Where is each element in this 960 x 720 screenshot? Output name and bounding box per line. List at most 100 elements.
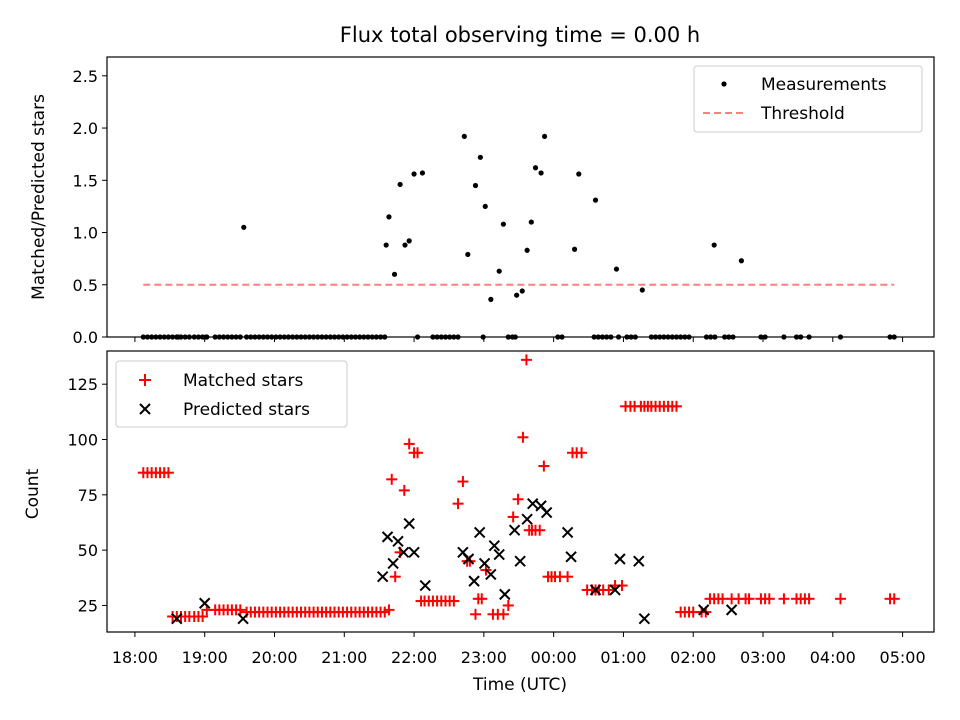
measurements-point xyxy=(541,133,548,140)
measurements-point xyxy=(595,334,601,340)
matched-stars-point xyxy=(534,524,546,536)
measurements-point xyxy=(241,224,247,230)
measurements-point xyxy=(373,334,379,340)
measurements-point xyxy=(591,334,597,340)
measurements-point xyxy=(170,334,176,340)
measurements-point xyxy=(652,334,659,340)
measurements-point xyxy=(248,334,254,340)
measurements-point xyxy=(252,334,258,340)
measurements-point xyxy=(628,334,634,340)
predicted-stars-point xyxy=(462,553,475,565)
measurements-point xyxy=(891,334,897,340)
measurements-point xyxy=(277,334,283,340)
measurements-point xyxy=(352,334,359,340)
matched-stars-point xyxy=(398,484,410,496)
predicted-stars-point xyxy=(473,526,486,539)
measurements-point xyxy=(482,203,488,210)
predicted-stars-point xyxy=(171,613,183,625)
measurements-point xyxy=(678,334,684,340)
measurements-point xyxy=(195,334,202,340)
y-tick-label: 75 xyxy=(78,486,98,505)
matched-stars-point xyxy=(834,593,846,605)
measurements-point xyxy=(281,334,287,340)
measurements-point xyxy=(639,287,645,293)
predicted-stars-point xyxy=(488,540,501,552)
measurements-point xyxy=(331,334,338,340)
measurements-point xyxy=(269,334,275,340)
matched-stars-point xyxy=(383,604,395,616)
measurements-point xyxy=(624,334,630,340)
predicted-stars-point xyxy=(561,526,574,539)
x-tick-label: 20:00 xyxy=(251,648,297,667)
x-tick-label: 04:00 xyxy=(810,648,856,667)
x-tick-label: 00:00 xyxy=(531,648,577,667)
measurements-point xyxy=(571,246,578,252)
measurements-point xyxy=(442,334,449,340)
measurements-point xyxy=(686,334,692,340)
matched-stars-point xyxy=(763,593,775,605)
predicted-stars-point xyxy=(485,568,497,581)
measurements-point xyxy=(806,334,812,340)
measurements-point xyxy=(402,242,408,248)
measurements-point xyxy=(186,334,192,340)
x-tick-label: 05:00 xyxy=(880,648,926,667)
legend-marker-matched-stars xyxy=(139,374,151,386)
predicted-stars-point xyxy=(387,557,399,570)
predicted-stars-point xyxy=(725,604,738,616)
predicted-stars-point xyxy=(419,579,431,592)
measurements-point xyxy=(532,165,539,171)
top-legend-box xyxy=(693,65,923,133)
x-tick-label: 21:00 xyxy=(321,648,367,667)
measurements-point xyxy=(243,334,250,340)
bottom-legend-box xyxy=(115,360,348,428)
measurements-point xyxy=(480,334,486,340)
y-tick-label: 1.0 xyxy=(73,224,98,243)
measurements-point xyxy=(538,170,544,176)
measurements-point xyxy=(344,334,350,340)
measurements-point xyxy=(708,334,714,340)
predicted-stars-point xyxy=(589,584,602,596)
x-tick-label: 19:00 xyxy=(182,648,228,667)
y-tick-label: 25 xyxy=(78,596,98,615)
bottom-plot-area xyxy=(106,350,935,633)
matched-stars-point xyxy=(576,447,588,459)
matched-stars-point xyxy=(386,473,398,485)
measurements-point xyxy=(323,334,329,340)
measurements-point xyxy=(383,242,389,248)
measurements-point xyxy=(613,266,620,272)
measurements-point xyxy=(434,334,440,340)
measurements-point xyxy=(165,334,172,340)
measurements-point xyxy=(599,334,606,340)
legend-label-matched-stars: Matched stars xyxy=(183,371,303,391)
matched-stars-point xyxy=(448,595,460,607)
predicted-stars-point xyxy=(493,548,505,561)
measurements-point xyxy=(703,334,710,340)
measurements-point xyxy=(738,258,744,264)
measurements-point xyxy=(438,334,444,340)
predicted-stars-point xyxy=(403,517,415,530)
measurements-point xyxy=(781,334,787,340)
y-tick-label: 1.5 xyxy=(73,171,98,190)
measurements-point xyxy=(157,334,163,340)
top-panel: 0.0 0.5 1.0 1.5 2.0 2.5 Matched/Predicted sta… xyxy=(29,56,935,347)
x-tick-label: 18:00 xyxy=(112,648,158,667)
measurements-point xyxy=(256,334,262,340)
measurements-point xyxy=(592,197,599,203)
matched-stars-point xyxy=(517,431,529,443)
legend-marker-predicted-stars xyxy=(139,403,151,415)
measurements-point xyxy=(576,171,582,177)
measurements-point xyxy=(528,219,534,225)
measurements-point xyxy=(233,334,239,340)
measurements-point xyxy=(298,334,304,340)
measurements-point xyxy=(722,334,728,340)
bottom-series-layer xyxy=(137,354,900,625)
measurements-point xyxy=(712,334,718,340)
legend-label-measurements: Measurements xyxy=(761,75,887,95)
matched-stars-point xyxy=(234,604,246,616)
matched-stars-point xyxy=(452,498,464,510)
top-y-axis-label: Matched/Predicted stars xyxy=(29,94,49,300)
measurements-point xyxy=(406,238,412,244)
predicted-stars-point xyxy=(521,513,533,525)
predicted-stars-point xyxy=(540,506,553,519)
